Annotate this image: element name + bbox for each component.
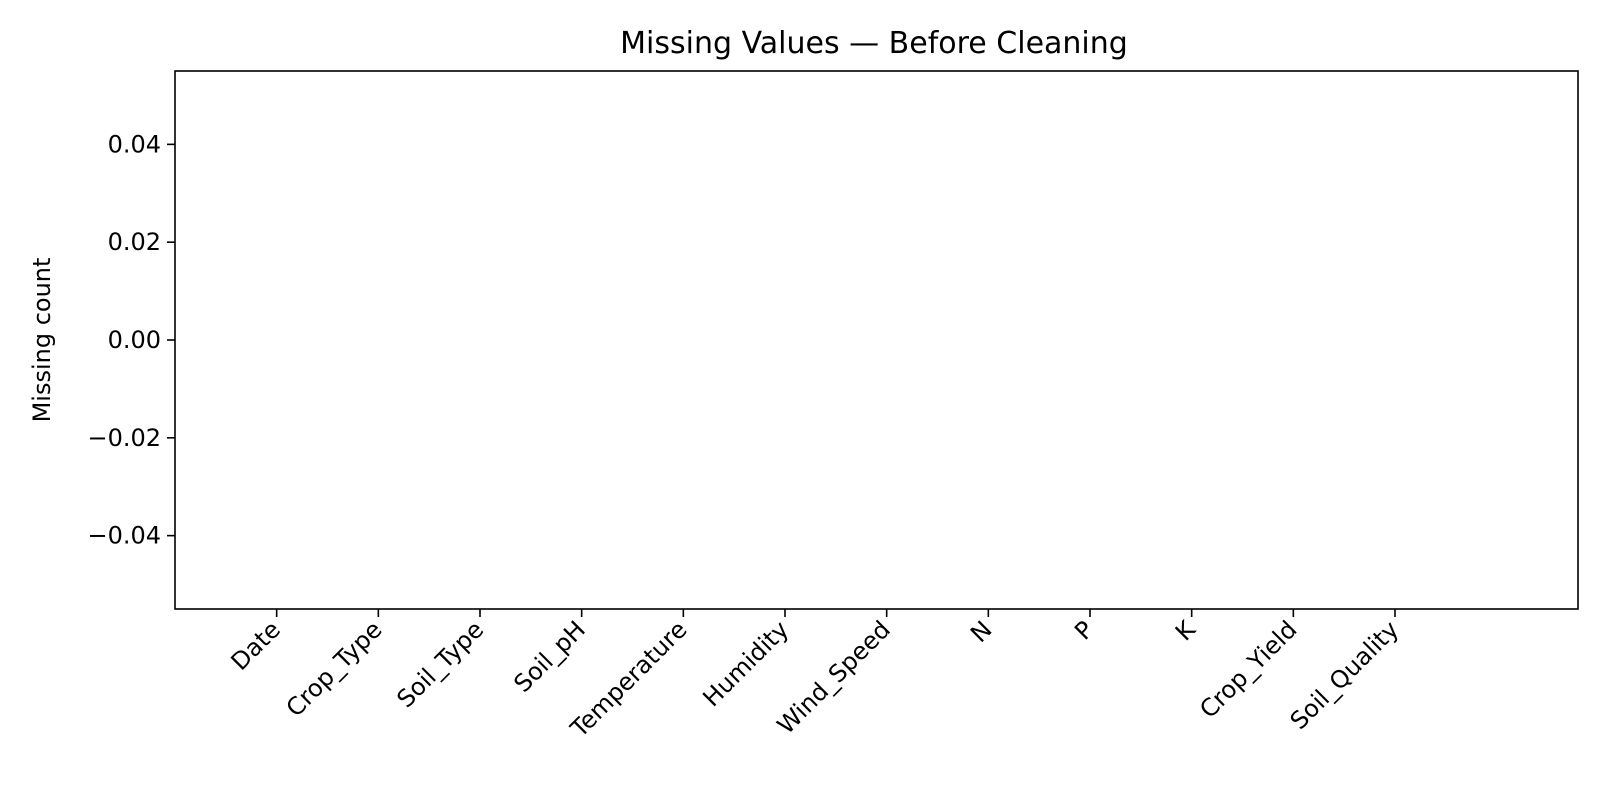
- x-tick-label: P: [1069, 615, 1099, 645]
- y-tick-label: 0.00: [108, 326, 161, 354]
- y-tick-label: 0.02: [108, 228, 161, 256]
- x-tick-label: Soil_Type: [391, 615, 489, 713]
- chart-title: Missing Values — Before Cleaning: [620, 26, 1128, 61]
- y-tick-label: −0.02: [87, 424, 161, 452]
- x-tick-label: Date: [226, 615, 286, 675]
- x-tick-label: Soil_Quality: [1285, 615, 1405, 735]
- x-tick-label: Humidity: [697, 615, 794, 712]
- y-tick-label: 0.04: [108, 130, 161, 158]
- x-tick-label: Crop_Yield: [1194, 615, 1302, 723]
- x-tick-label: Soil_pH: [508, 615, 590, 697]
- y-axis-label: Missing count: [28, 258, 56, 423]
- y-tick-label: −0.04: [87, 522, 161, 550]
- x-tick-label: N: [965, 615, 997, 647]
- x-tick-label: Crop_Type: [281, 615, 388, 722]
- y-axis-ticks: 0.04 0.02 0.00 −0.02 −0.04: [87, 130, 175, 550]
- x-tick-label: K: [1170, 615, 1202, 647]
- plot-area-frame: [174, 70, 1579, 610]
